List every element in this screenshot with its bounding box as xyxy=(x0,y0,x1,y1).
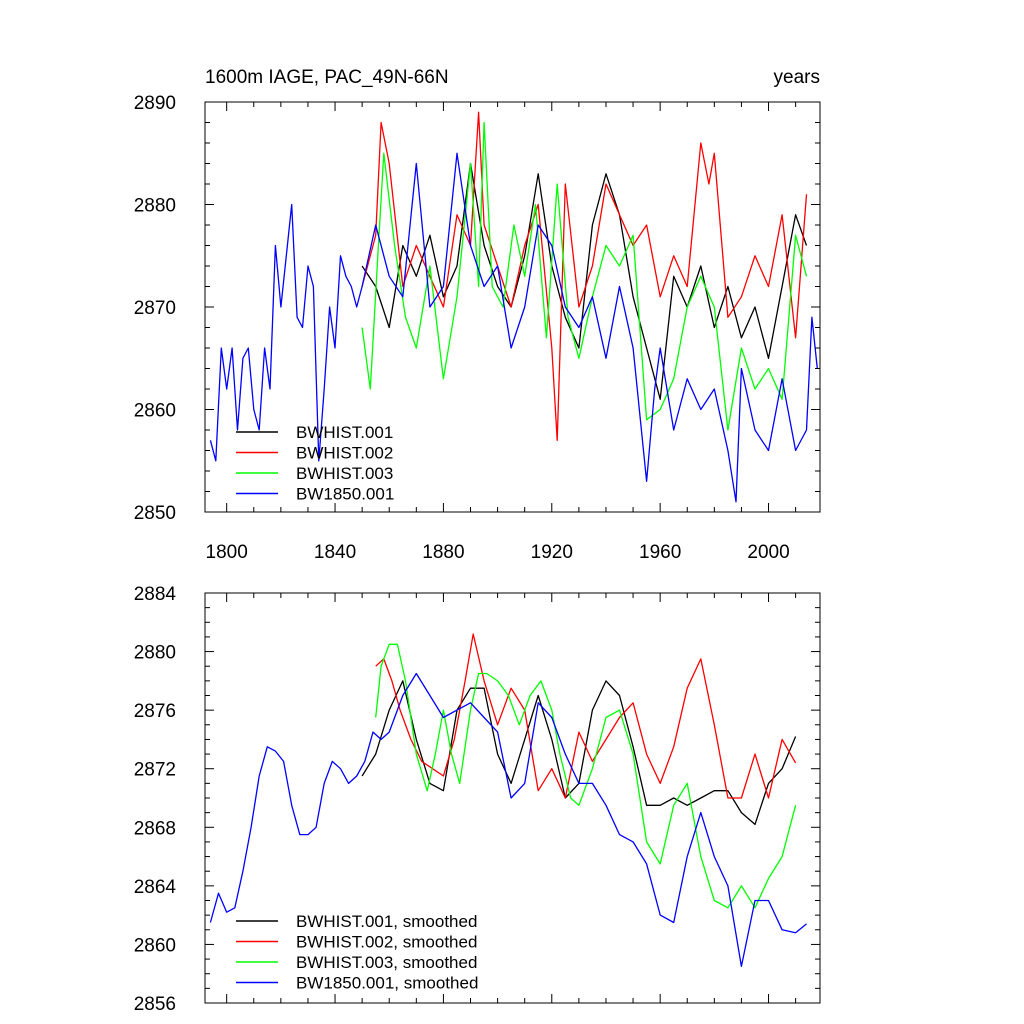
legend-label: BWHIST.003 xyxy=(296,464,393,483)
y-tick-label: 2860 xyxy=(134,935,176,956)
chart-title: 1600m IAGE, PAC_49N-66N xyxy=(205,67,449,88)
y-tick-label: 2870 xyxy=(134,298,176,319)
x-tick-label: 1840 xyxy=(314,542,356,563)
series-line-bwhist-001 xyxy=(361,162,808,400)
y-tick-label: 2884 xyxy=(134,584,177,605)
top-series-group xyxy=(209,111,818,503)
y-tick-label: 2876 xyxy=(134,701,176,722)
legend-label: BWHIST.001, smoothed xyxy=(296,912,477,931)
series-line-bw1850-001-smoothed xyxy=(209,672,807,968)
x-tick-label: 1880 xyxy=(422,542,464,563)
y-tick-label: 2856 xyxy=(134,994,176,1015)
legend-label: BWHIST.001 xyxy=(296,423,393,442)
x-tick-label: 2000 xyxy=(747,542,789,563)
y-tick-label: 2880 xyxy=(134,196,176,217)
legend-label: BWHIST.002 xyxy=(296,444,393,463)
bottom-series-group xyxy=(209,633,807,968)
y-tick-label: 2860 xyxy=(134,401,176,422)
legend-label: BW1850.001, smoothed xyxy=(296,974,478,993)
x-tick-label: 1800 xyxy=(206,542,248,563)
bottom-axes: 2856 2860 2864 2868 2872 2876 2880 2884 xyxy=(134,584,820,1015)
series-line-bwhist-001-smoothed xyxy=(361,680,797,826)
y-tick-label: 2880 xyxy=(134,643,176,664)
chart-units-label: years xyxy=(774,67,820,88)
series-line-bwhist-003-smoothed xyxy=(375,643,797,909)
y-tick-label: 2868 xyxy=(134,818,176,839)
legend-label: BWHIST.002, smoothed xyxy=(296,933,477,952)
y-tick-label: 2872 xyxy=(134,760,176,781)
bottom-panel: 2856 2860 2864 2868 2872 2876 2880 2884 BWHIST.… xyxy=(134,584,821,1015)
bottom-plot-frame xyxy=(204,592,821,1004)
y-tick-label: 2890 xyxy=(134,93,176,114)
top-plot-frame xyxy=(204,101,821,513)
x-tick-label: 1920 xyxy=(531,542,573,563)
y-tick-label: 2850 xyxy=(134,503,176,524)
legend-label: BWHIST.003, smoothed xyxy=(296,953,477,972)
top-panel: 1600m IAGE, PAC_49N-66N years 2850286028… xyxy=(134,67,821,563)
series-line-bwhist-002-smoothed xyxy=(375,633,797,799)
legend-label: BW1850.001 xyxy=(296,485,394,504)
series-line-bw1850-001 xyxy=(209,152,818,503)
series-line-bwhist-003 xyxy=(361,121,808,431)
bottom-legend: BWHIST.001, smoothed BWHIST.002, smoothed… xyxy=(236,912,478,993)
y-tick-label: 2864 xyxy=(134,877,177,898)
x-tick-label: 1960 xyxy=(639,542,681,563)
top-axes: 2850 2860 2870 2880 2890 1800 1840 1880 1920 1960… xyxy=(134,93,820,563)
